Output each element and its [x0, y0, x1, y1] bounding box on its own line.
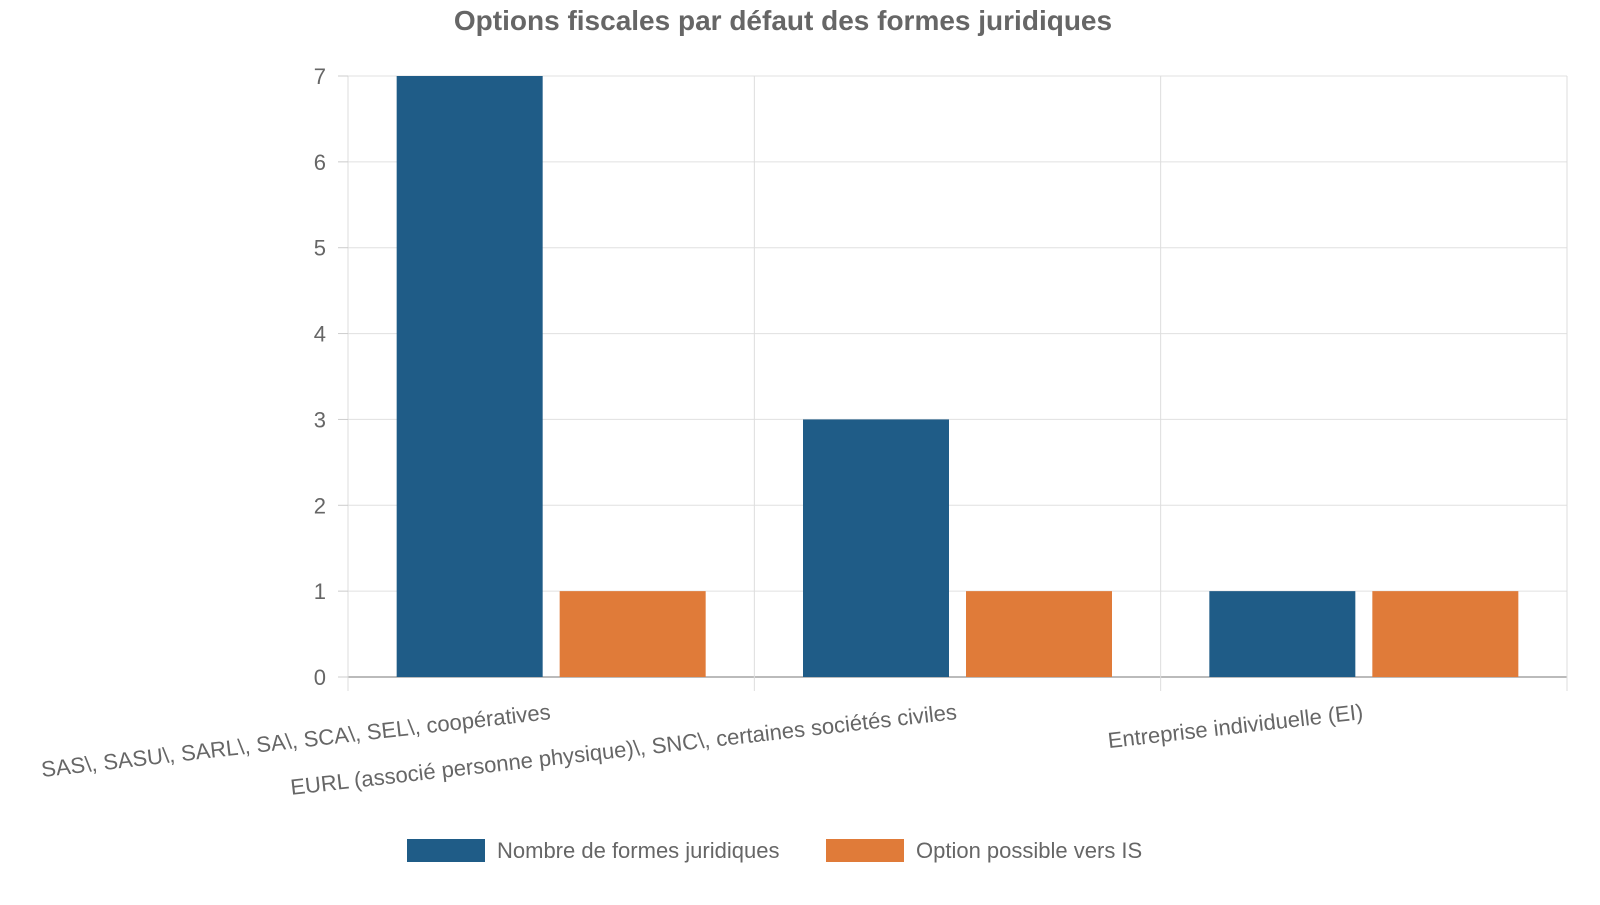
bar	[966, 591, 1112, 677]
y-tick-label: 7	[314, 64, 326, 89]
y-tick-label: 0	[314, 665, 326, 690]
bar	[396, 76, 543, 677]
bar	[803, 419, 949, 677]
bar	[559, 591, 706, 677]
grid	[347, 75, 1568, 691]
x-tick-label: EURL (associé personne physique)\, SNC\,…	[289, 699, 958, 800]
chart-title: Options fiscales par défaut des formes j…	[454, 5, 1112, 36]
bars	[396, 76, 1519, 677]
x-axis: SAS\, SASU\, SARL\, SA\, SCA\, SEL\, coo…	[40, 699, 1365, 800]
legend-swatch	[826, 839, 904, 862]
y-axis: 0 1 2 3 4 5 6 7	[314, 64, 348, 690]
x-tick-label: Entreprise individuelle (EI)	[1106, 699, 1364, 753]
y-tick-label: 2	[314, 493, 326, 518]
bar	[1209, 591, 1356, 677]
y-tick-label: 6	[314, 150, 326, 175]
bar	[1372, 591, 1519, 677]
legend-swatch	[407, 839, 485, 862]
y-tick-label: 3	[314, 407, 326, 432]
legend: Nombre de formes juridiques Option possib…	[407, 838, 1142, 863]
legend-label: Nombre de formes juridiques	[497, 838, 779, 863]
legend-label: Option possible vers IS	[916, 838, 1142, 863]
y-tick-label: 1	[314, 579, 326, 604]
y-tick-label: 5	[314, 236, 326, 261]
y-tick-label: 4	[314, 322, 326, 347]
